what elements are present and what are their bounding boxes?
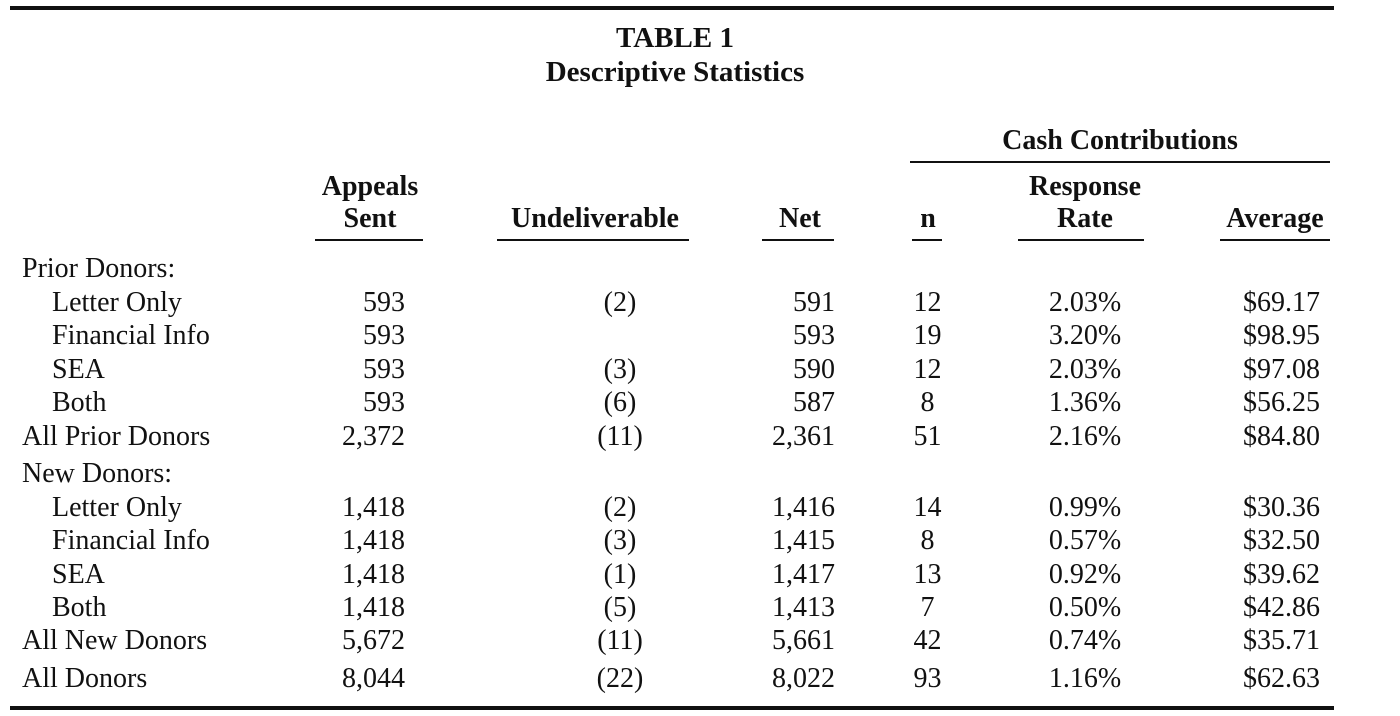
response-rate-cell: 2.03% (1048, 287, 1122, 318)
row-label: SEA (52, 354, 105, 385)
header-response-line2: Rate (1057, 203, 1113, 234)
row-label: Letter Only (52, 492, 182, 523)
appeals-sent-cell: 5,672 (342, 625, 405, 656)
row-label: Letter Only (52, 287, 182, 318)
undeliverable-cell: (2) (603, 287, 637, 318)
net-cell: 1,416 (772, 492, 835, 523)
response-rate-cell: 0.57% (1048, 525, 1122, 556)
response-rate-cell: 2.16% (1048, 421, 1122, 452)
row-label: Both (52, 387, 107, 418)
bottom-rule (10, 706, 1334, 710)
average-cell: $62.63 (1243, 663, 1320, 694)
appeals-sent-cell: 8,044 (342, 663, 405, 694)
appeals-sent-cell: 1,418 (342, 559, 405, 590)
undeliverable-cell: (3) (603, 525, 637, 556)
n-cell: 12 (913, 287, 942, 318)
average-cell: $84.80 (1243, 421, 1320, 452)
response-rate-cell: 1.36% (1048, 387, 1122, 418)
average-cell: $97.08 (1243, 354, 1320, 385)
row-label: SEA (52, 559, 105, 590)
net-cell: 2,361 (772, 421, 835, 452)
average-cell: $39.62 (1243, 559, 1320, 590)
row-label: All Donors (22, 663, 148, 694)
net-cell: 587 (793, 387, 835, 418)
net-cell: 8,022 (772, 663, 835, 694)
top-rule (10, 6, 1334, 10)
n-cell: 7 (920, 592, 935, 623)
average-cell: $42.86 (1243, 592, 1320, 623)
undeliverable-cell: (6) (603, 387, 637, 418)
undeliverable-cell: (11) (597, 625, 643, 656)
response-rate-cell: 3.20% (1048, 320, 1122, 351)
average-cell: $32.50 (1243, 525, 1320, 556)
appeals-sent-cell: 1,418 (342, 492, 405, 523)
header-response-underline (1018, 239, 1144, 241)
header-n-underline (912, 239, 942, 241)
appeals-sent-cell: 593 (363, 320, 405, 351)
row-label: All Prior Donors (22, 421, 211, 452)
header-undeliverable-underline (497, 239, 689, 241)
header-average-underline (1220, 239, 1330, 241)
net-cell: 590 (793, 354, 835, 385)
table-title: TABLE 1 (616, 22, 734, 54)
undeliverable-cell: (5) (603, 592, 637, 623)
average-cell: $56.25 (1243, 387, 1320, 418)
n-cell: 14 (913, 492, 942, 523)
n-cell: 19 (913, 320, 942, 351)
row-label: Prior Donors: (22, 253, 176, 284)
n-cell: 51 (913, 421, 942, 452)
average-cell: $69.17 (1243, 287, 1320, 318)
header-n: n (920, 203, 936, 234)
net-cell: 591 (793, 287, 835, 318)
n-cell: 8 (920, 525, 935, 556)
appeals-sent-cell: 2,372 (342, 421, 405, 452)
net-cell: 593 (793, 320, 835, 351)
net-cell: 1,417 (772, 559, 835, 590)
response-rate-cell: 0.50% (1048, 592, 1122, 623)
n-cell: 8 (920, 387, 935, 418)
appeals-sent-cell: 593 (363, 354, 405, 385)
n-cell: 42 (913, 625, 942, 656)
row-label: Financial Info (52, 320, 210, 351)
appeals-sent-cell: 593 (363, 387, 405, 418)
undeliverable-cell: (2) (603, 492, 637, 523)
response-rate-cell: 0.92% (1048, 559, 1122, 590)
net-cell: 1,415 (772, 525, 835, 556)
appeals-sent-cell: 593 (363, 287, 405, 318)
n-cell: 12 (913, 354, 942, 385)
header-appeals-underline (315, 239, 423, 241)
header-undeliverable: Undeliverable (511, 203, 679, 234)
cash-contributions-header: Cash Contributions (1002, 125, 1238, 156)
header-appeals-line1: Appeals (321, 171, 419, 202)
response-rate-cell: 2.03% (1048, 354, 1122, 385)
undeliverable-cell: (1) (603, 559, 637, 590)
header-average: Average (1226, 203, 1324, 234)
row-label: New Donors: (22, 458, 173, 489)
header-appeals-line2: Sent (343, 203, 397, 234)
response-rate-cell: 0.99% (1048, 492, 1122, 523)
average-cell: $98.95 (1243, 320, 1320, 351)
appeals-sent-cell: 1,418 (342, 525, 405, 556)
net-cell: 5,661 (772, 625, 835, 656)
n-cell: 93 (913, 663, 942, 694)
response-rate-cell: 0.74% (1048, 625, 1122, 656)
average-cell: $30.36 (1243, 492, 1320, 523)
undeliverable-cell: (3) (603, 354, 637, 385)
header-response-line1: Response (1028, 171, 1141, 202)
average-cell: $35.71 (1243, 625, 1320, 656)
header-net-underline (762, 239, 834, 241)
appeals-sent-cell: 1,418 (342, 592, 405, 623)
header-net: Net (779, 203, 821, 234)
net-cell: 1,413 (772, 592, 835, 623)
row-label: Both (52, 592, 107, 623)
undeliverable-cell: (22) (596, 663, 644, 694)
table-subtitle: Descriptive Statistics (545, 56, 805, 88)
row-label: All New Donors (22, 625, 208, 656)
cash-contributions-rule (910, 161, 1330, 163)
response-rate-cell: 1.16% (1048, 663, 1122, 694)
row-label: Financial Info (52, 525, 210, 556)
n-cell: 13 (913, 559, 942, 590)
undeliverable-cell: (11) (597, 421, 643, 452)
